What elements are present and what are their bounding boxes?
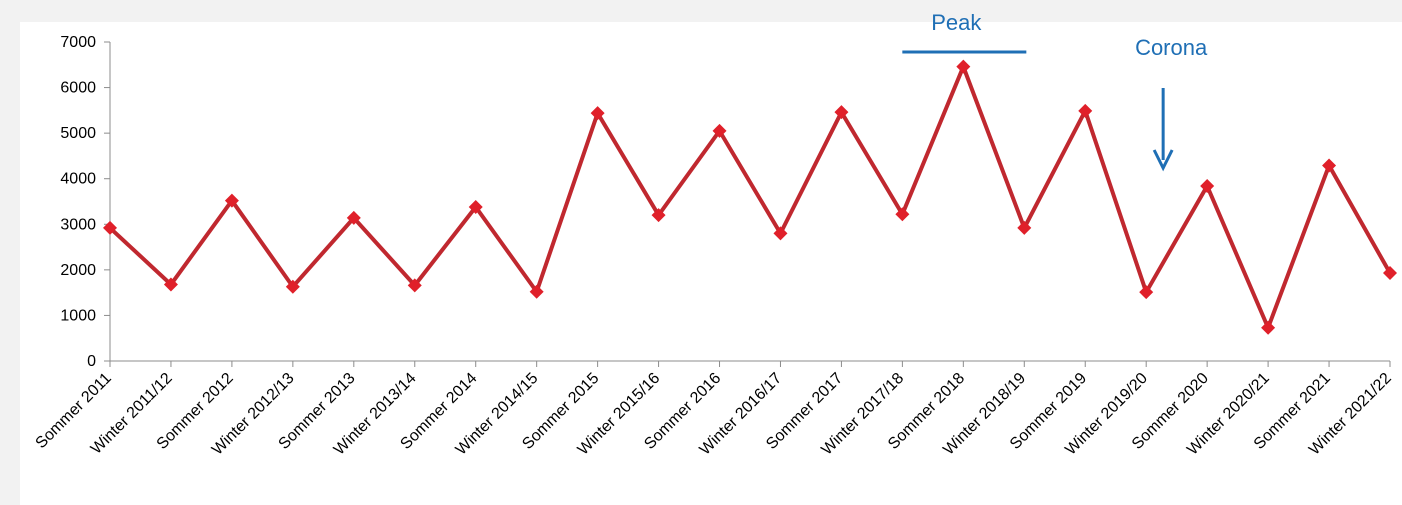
annotation-corona-label: Corona <box>1135 35 1208 60</box>
data-point <box>1139 285 1154 300</box>
data-point <box>712 123 727 138</box>
y-tick-label: 3000 <box>60 216 96 233</box>
y-tick-label: 6000 <box>60 80 96 97</box>
plot-area-background <box>20 22 1402 505</box>
series-layer <box>103 59 1397 335</box>
y-tick-label: 7000 <box>60 34 96 51</box>
y-tick-label: 0 <box>87 353 96 370</box>
data-point <box>773 226 788 241</box>
series-line <box>108 61 1392 334</box>
y-tick-label: 1000 <box>60 307 96 324</box>
data-point <box>103 220 117 235</box>
data-point <box>346 210 361 225</box>
y-tick-label: 4000 <box>60 171 96 188</box>
data-point <box>468 199 483 214</box>
data-point <box>1261 320 1276 335</box>
data-point <box>1383 266 1397 281</box>
data-point <box>834 105 849 120</box>
data-point <box>1017 220 1032 235</box>
data-point <box>529 284 544 299</box>
annotation-layer: Peak Corona <box>902 10 1208 172</box>
y-tick-label: 5000 <box>60 125 96 142</box>
data-point <box>1200 179 1215 194</box>
data-point <box>224 193 239 208</box>
data-point <box>1322 158 1337 173</box>
annotation-peak-label: Peak <box>931 10 982 35</box>
data-point <box>895 207 910 222</box>
data-point <box>407 278 422 293</box>
data-point <box>163 277 178 292</box>
y-tick-label: 2000 <box>60 262 96 279</box>
annotation-corona-arrow-head <box>1152 149 1174 172</box>
data-point <box>285 279 300 294</box>
data-point <box>590 106 605 121</box>
y-axis: 0 1000 2000 3000 4000 5000 6000 7000 <box>60 34 111 370</box>
data-point <box>651 208 666 223</box>
data-point <box>956 59 971 74</box>
data-point <box>1078 103 1093 118</box>
